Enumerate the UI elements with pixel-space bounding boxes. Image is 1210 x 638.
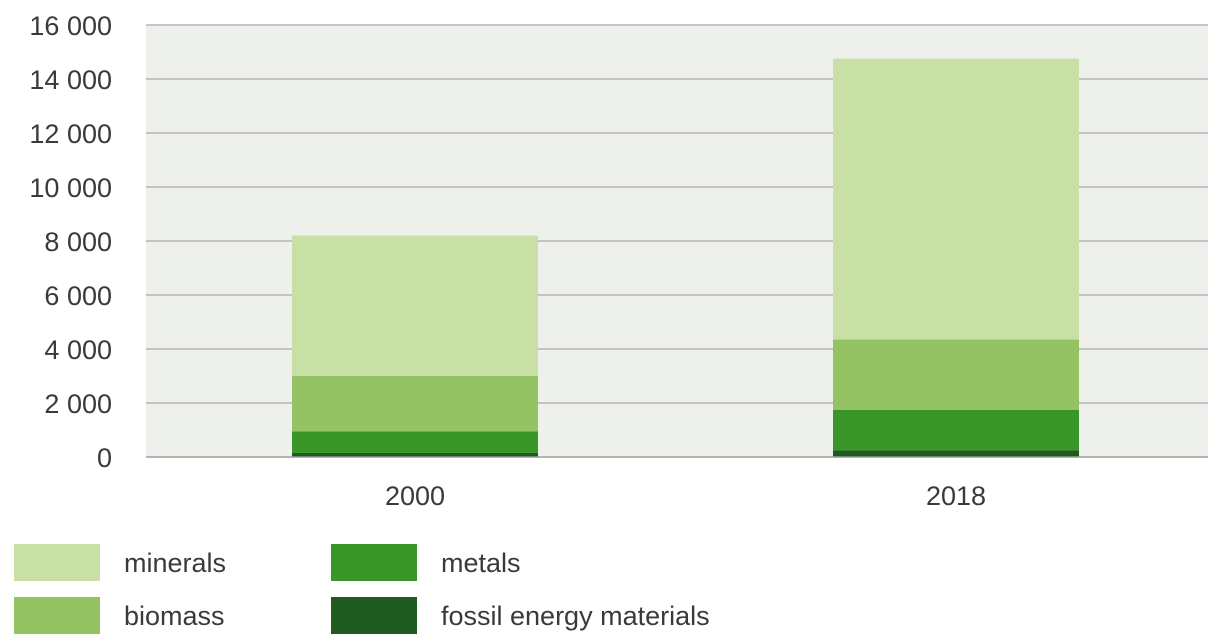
bars bbox=[292, 58, 1079, 457]
y-tick-label: 2 000 bbox=[44, 389, 112, 419]
bar-minerals-2000 bbox=[292, 235, 538, 376]
x-tick-label: 2000 bbox=[385, 481, 445, 511]
legend-label-biomass: biomass bbox=[124, 601, 225, 631]
legend-swatch-fossil-energy-materials bbox=[331, 597, 417, 634]
y-tick-label: 6 000 bbox=[44, 281, 112, 311]
y-tick-label: 16 000 bbox=[29, 11, 112, 41]
bar-metals-2000 bbox=[292, 431, 538, 453]
legend: minerals metals biomass fossil energy mater… bbox=[14, 544, 710, 634]
y-tick-label: 8 000 bbox=[44, 227, 112, 257]
bar-minerals-2018 bbox=[833, 58, 1079, 340]
y-tick-label: 12 000 bbox=[29, 119, 112, 149]
legend-swatch-metals bbox=[331, 544, 417, 581]
bar-fossil-energy-materials-2018 bbox=[833, 450, 1079, 457]
y-tick-label: 14 000 bbox=[29, 65, 112, 95]
y-axis-ticks: 0 2 000 4 000 6 000 8 000 10 000 12 000 14 000 1… bbox=[29, 11, 112, 473]
y-tick-label: 10 000 bbox=[29, 173, 112, 203]
legend-swatch-biomass bbox=[14, 597, 100, 634]
bar-biomass-2000 bbox=[292, 376, 538, 432]
bar-fossil-energy-materials-2000 bbox=[292, 452, 538, 457]
x-tick-label: 2018 bbox=[926, 481, 986, 511]
y-tick-label: 4 000 bbox=[44, 335, 112, 365]
bar-metals-2018 bbox=[833, 409, 1079, 451]
x-axis-ticks: 2000 2018 bbox=[385, 481, 986, 511]
bar-biomass-2018 bbox=[833, 339, 1079, 410]
y-tick-label: 0 bbox=[97, 443, 112, 473]
legend-swatch-minerals bbox=[14, 544, 100, 581]
legend-label-minerals: minerals bbox=[124, 548, 226, 578]
legend-label-fossil-energy-materials: fossil energy materials bbox=[441, 601, 710, 631]
legend-label-metals: metals bbox=[441, 548, 521, 578]
